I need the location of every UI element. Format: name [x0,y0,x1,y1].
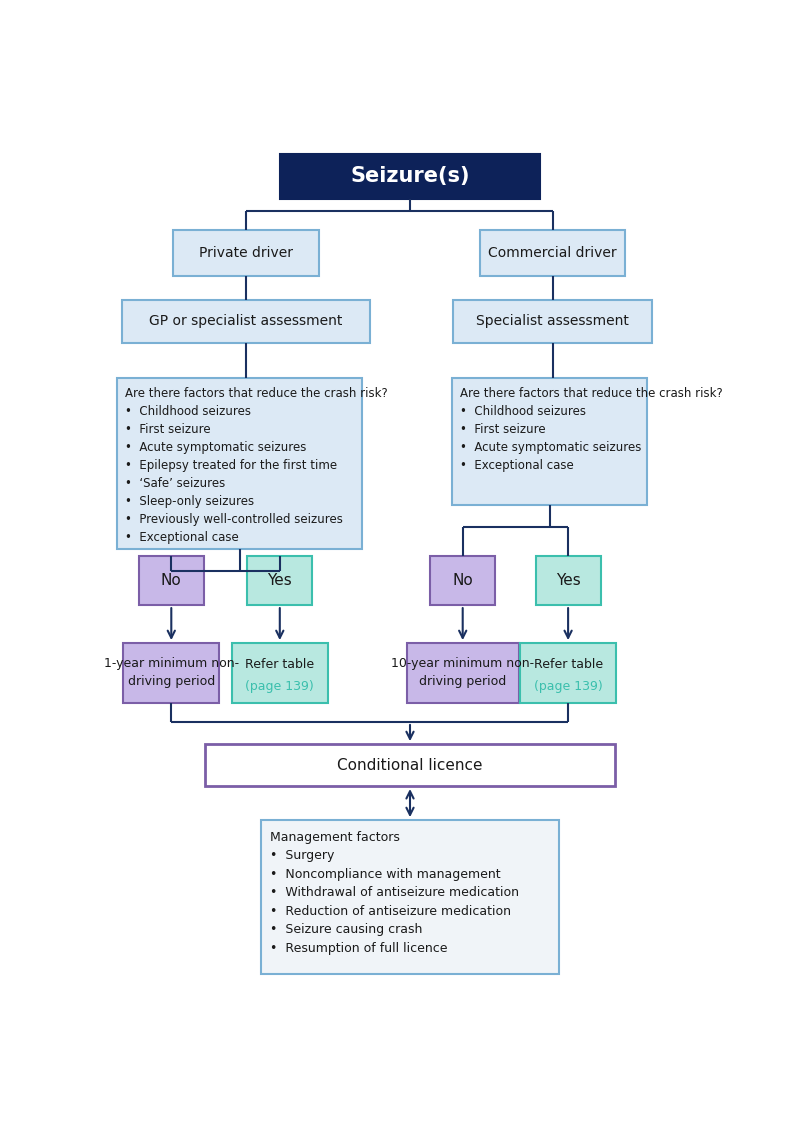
FancyBboxPatch shape [480,230,626,276]
FancyBboxPatch shape [173,230,318,276]
Text: Commercial driver: Commercial driver [488,246,617,260]
Text: (page 139): (page 139) [246,680,314,693]
Text: Private driver: Private driver [198,246,293,260]
Text: Are there factors that reduce the crash risk?
•  Childhood seizures
•  First sei: Are there factors that reduce the crash … [125,387,388,544]
Text: Refer table: Refer table [534,657,602,671]
FancyBboxPatch shape [430,556,495,605]
Text: No: No [161,573,182,588]
FancyBboxPatch shape [122,300,370,342]
FancyBboxPatch shape [138,556,204,605]
FancyBboxPatch shape [123,644,219,703]
FancyBboxPatch shape [232,644,328,703]
Text: Are there factors that reduce the crash risk?
•  Childhood seizures
•  First sei: Are there factors that reduce the crash … [460,387,722,472]
FancyBboxPatch shape [280,154,540,200]
FancyBboxPatch shape [520,644,616,703]
Text: GP or specialist assessment: GP or specialist assessment [149,315,342,329]
Text: Seizure(s): Seizure(s) [350,167,470,186]
FancyBboxPatch shape [117,378,362,550]
Text: Yes: Yes [267,573,292,588]
FancyBboxPatch shape [247,556,312,605]
Text: (page 139): (page 139) [534,680,602,693]
FancyBboxPatch shape [454,300,652,342]
FancyBboxPatch shape [452,378,647,505]
Text: Specialist assessment: Specialist assessment [476,315,629,329]
FancyBboxPatch shape [535,556,601,605]
FancyBboxPatch shape [206,744,614,786]
Text: No: No [452,573,473,588]
Text: Conditional licence: Conditional licence [338,758,482,772]
Text: Yes: Yes [556,573,581,588]
FancyBboxPatch shape [407,644,518,703]
FancyBboxPatch shape [262,820,558,973]
Text: 10-year minimum non-
driving period: 10-year minimum non- driving period [391,657,534,688]
Text: Refer table: Refer table [246,657,314,671]
Text: 1-year minimum non-
driving period: 1-year minimum non- driving period [104,657,239,688]
Text: Management factors
•  Surgery
•  Noncompliance with management
•  Withdrawal of : Management factors • Surgery • Noncompli… [270,831,519,955]
